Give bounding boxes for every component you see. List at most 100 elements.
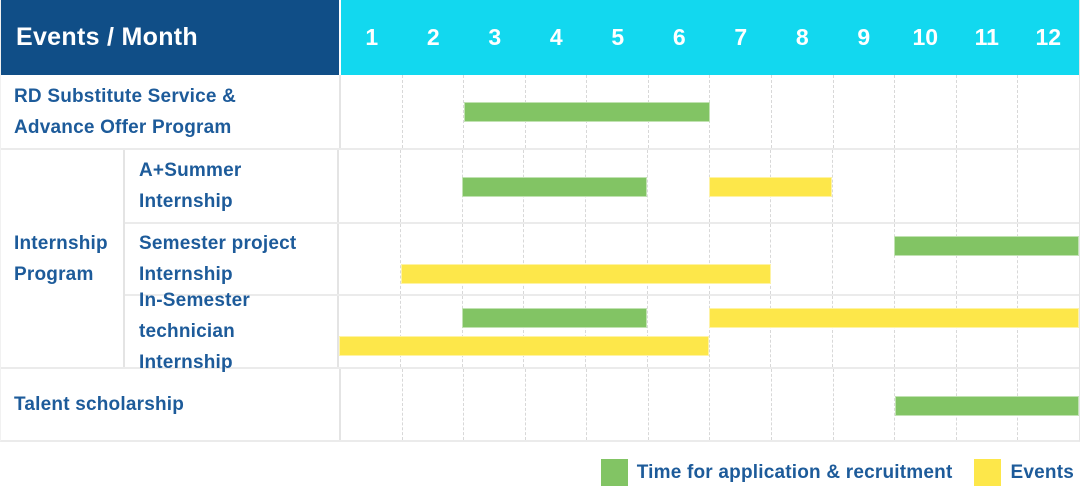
gantt-track [339,296,1079,367]
month-grid-cell [955,223,1018,294]
month-grid-cell [832,223,894,294]
table-body: RD Substitute Service & Advance Offer Pro… [1,75,1079,440]
month-grid-cell [339,296,400,367]
month-header-cell: 4 [549,24,563,50]
row-label: Semester project Internship [125,223,339,294]
month-grid-cell [463,369,525,440]
label-line: RD Substitute Service & [14,85,237,107]
month-grid-cell [832,75,895,148]
month-grid-cell [893,150,956,222]
gantt-bar-event [709,177,833,197]
month-grid-cell [646,150,709,222]
month-header-cell: 10 [912,24,939,50]
row-label: In-Semester technician Internship [125,290,339,373]
month-grid-cell [709,75,771,148]
gantt-bar-event [709,308,1079,328]
legend: Time for application & recruitment Event… [0,459,1080,486]
green-swatch-icon [600,459,628,486]
month-grid-cell [770,296,832,367]
month-grid-cell [523,296,585,367]
month-grid-cell [770,223,832,294]
label-line: Talent scholarship [14,394,185,415]
month-grid-cell [1017,296,1079,367]
month-header-row: 1 2 3 4 5 6 7 8 9 10 11 12 [341,0,1079,75]
table-row-group: Internship Program A+Summer Internship Semes… [1,148,1079,373]
month-grid-cell [585,296,647,367]
month-grid-cell [708,223,771,294]
header-title: Events / Month [1,0,341,75]
gantt-track [339,150,1079,222]
month-grid-cell [401,369,464,440]
month-grid-cell [399,296,462,367]
month-grid-cell [341,369,402,440]
yellow-swatch-icon [974,459,1002,486]
legend-label-event: Events [1010,461,1074,483]
month-grid-cell [893,296,956,367]
month-grid-cell [1017,223,1079,294]
month-grid-cell [771,75,833,148]
month-grid-cell [339,224,400,294]
row-label: Talent scholarship [1,369,341,440]
month-grid-cell [523,223,585,294]
label-line: Program [14,263,94,285]
label-line: Internship [14,232,108,254]
month-grid-cell [832,369,895,440]
month-grid-cell [585,223,647,294]
label-line: Advance Offer Program [14,116,232,138]
month-grid-cell [955,296,1018,367]
label-line: Semester project [139,232,297,254]
gantt-track [339,223,1079,294]
gantt-bar-application [462,177,648,197]
month-grid-cell [894,75,956,148]
month-grid-cell [955,75,1018,148]
legend-item-application: Time for application & recruitment [600,459,953,486]
month-grid-cell [341,75,402,148]
table-header: Events / Month 1 2 3 4 5 6 7 8 9 10 11 12 [1,0,1079,75]
month-grid-cell [646,223,709,294]
table-row: In-Semester technician Internship [125,290,1079,373]
month-grid-cell [771,369,833,440]
month-header-cell: 5 [611,24,625,50]
month-header-cell: 3 [488,24,502,50]
gantt-bar-application [894,235,1079,256]
month-grid-cell [399,150,462,222]
month-header-cell: 6 [672,24,686,50]
group-label: Internship Program [1,150,125,367]
month-grid-cell [708,150,771,222]
gantt-bar-application [462,308,648,328]
row-label: RD Substitute Service & Advance Offer Pro… [1,75,341,148]
month-grid-cell [1017,75,1079,148]
table-row: A+Summer Internship [125,150,1079,222]
gantt-track [341,75,1079,148]
month-grid-cell [646,296,709,367]
month-grid-cell [647,369,710,440]
label-line: Internship [139,263,233,285]
gantt-bar-event [339,336,709,356]
legend-label-application: Time for application & recruitment [636,461,953,483]
month-grid-cell [586,369,648,440]
gantt-track [341,369,1079,440]
month-grid-cell [832,296,894,367]
month-grid-cell [524,369,587,440]
month-header-cell: 8 [795,24,809,50]
month-grid-cell [709,369,771,440]
month-grid-cell [893,223,956,294]
table-row: RD Substitute Service & Advance Offer Pro… [1,75,1079,148]
month-grid-cell [401,75,464,148]
month-grid-cell [461,296,524,367]
month-grid-cell [955,150,1018,222]
month-header-cell: 2 [426,24,440,50]
events-month-table: Events / Month 1 2 3 4 5 6 7 8 9 10 11 12 RD Substi… [0,0,1080,442]
table-row: Semester project Internship [125,221,1079,294]
label-line: technician Internship [139,321,235,373]
label-line: In-Semester [139,290,250,311]
row-label: A+Summer Internship [125,150,339,222]
month-grid-cell [461,223,524,294]
label-line: A+Summer [139,159,242,181]
month-grid-cell [832,150,894,222]
label-line: Internship [139,190,233,212]
table-row: Talent scholarship [1,367,1079,440]
month-header-cell: 9 [857,24,871,50]
month-header-cell: 11 [974,24,999,50]
